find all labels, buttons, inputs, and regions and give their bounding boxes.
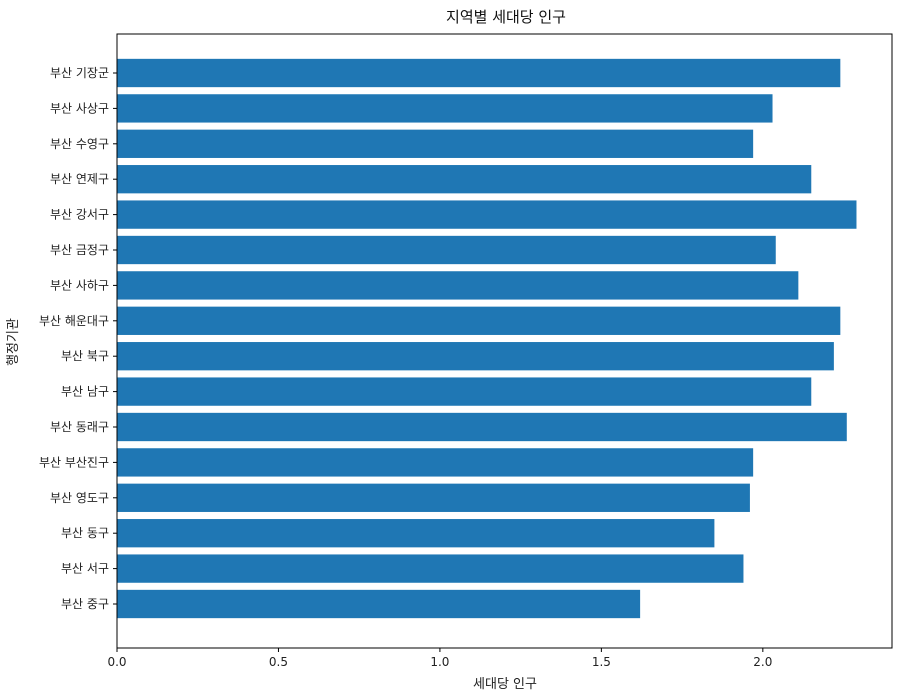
x-tick-label: 2.0 xyxy=(753,655,772,669)
bars-group xyxy=(117,58,857,619)
bar xyxy=(117,448,754,477)
y-tick-label: 부산 해운대구 xyxy=(39,314,109,328)
bar xyxy=(117,412,847,442)
y-ticks-group: 부산 중구 부산 서구 부산 동구 부산 영도구 부산 부산진구 부산 동래구 부산 남구 부… xyxy=(39,66,117,611)
y-tick-label: 부산 남구 xyxy=(61,385,109,399)
x-tick-label: 1.5 xyxy=(592,655,611,669)
bar xyxy=(117,271,799,300)
plot-frame xyxy=(116,33,893,649)
bar xyxy=(117,554,744,583)
y-tick-label: 부산 동래구 xyxy=(50,420,109,434)
bar xyxy=(117,519,715,548)
x-axis-title: 세대당 인구 xyxy=(473,677,537,692)
bar xyxy=(117,235,776,265)
x-tick-label: 0.0 xyxy=(107,655,126,669)
y-tick-label: 부산 금정구 xyxy=(50,243,109,257)
bar xyxy=(117,58,841,88)
y-axis-title: 행정기관 xyxy=(5,318,21,366)
x-ticks-group: 0.0 0.5 1.0 1.5 2.0 xyxy=(107,648,772,669)
bar xyxy=(117,589,641,619)
y-tick-label: 부산 연제구 xyxy=(50,172,109,186)
y-tick-label: 부산 서구 xyxy=(61,562,109,576)
y-tick-label: 부산 중구 xyxy=(61,597,109,611)
bar xyxy=(117,94,773,123)
y-tick-label: 부산 사상구 xyxy=(50,101,109,115)
y-tick-label: 부산 사하구 xyxy=(50,278,109,292)
y-tick-label: 부산 북구 xyxy=(61,349,109,363)
y-tick-label: 부산 영도구 xyxy=(50,491,109,505)
bar xyxy=(117,306,841,335)
bar xyxy=(117,377,812,406)
y-tick-label: 부산 강서구 xyxy=(50,208,109,222)
x-tick-label: 1.0 xyxy=(430,655,449,669)
bar xyxy=(117,165,812,194)
bar xyxy=(117,483,750,512)
y-tick-label: 부산 동구 xyxy=(61,526,109,540)
bar xyxy=(117,342,834,371)
y-tick-label: 부산 수영구 xyxy=(50,137,109,151)
y-tick-label: 부산 부산진구 xyxy=(39,455,109,469)
y-tick-label: 부산 기장군 xyxy=(50,66,109,80)
bar xyxy=(117,129,754,158)
x-tick-label: 0.5 xyxy=(269,655,288,669)
chart-title: 지역별 세대당 인구 xyxy=(446,8,566,26)
bar xyxy=(117,200,857,229)
